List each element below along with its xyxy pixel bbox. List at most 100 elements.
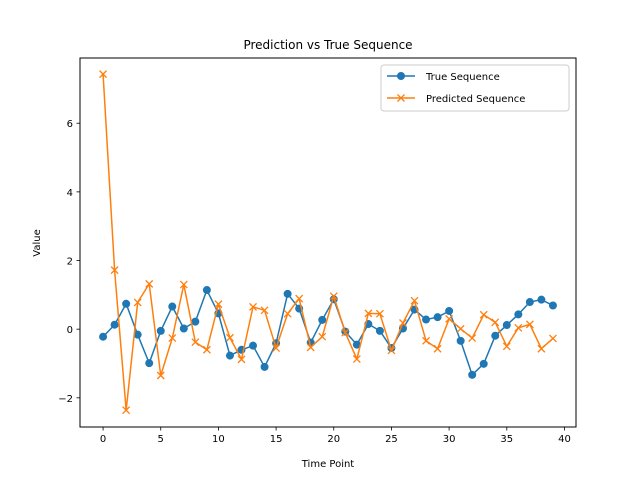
data-point [202, 286, 211, 295]
data-point [249, 341, 258, 350]
data-point [341, 328, 350, 337]
data-point [99, 70, 108, 79]
data-point [352, 355, 361, 363]
data-point [214, 300, 223, 309]
data-point [422, 315, 431, 324]
data-point [433, 344, 442, 353]
y-tick-label: 2 [67, 257, 73, 268]
data-point [283, 309, 292, 318]
y-tick-label: 4 [67, 188, 73, 199]
data-point [191, 317, 200, 326]
data-point [133, 298, 142, 307]
x-axis: 0 5 10 15 20 25 30 35 40 [100, 427, 571, 445]
data-point [260, 362, 269, 371]
data-point [306, 343, 315, 352]
data-point [514, 310, 523, 319]
series-1 [99, 70, 557, 415]
data-point [168, 302, 177, 311]
x-tick-label: 10 [212, 434, 225, 445]
axes-frame [79, 57, 577, 428]
data-point [364, 309, 373, 318]
data-point [375, 309, 384, 318]
data-point [375, 326, 384, 335]
data-point [491, 331, 500, 340]
data-point [202, 345, 211, 354]
legend-box [380, 64, 570, 112]
data-point [468, 334, 477, 343]
data-point [122, 299, 131, 308]
data-point [468, 370, 477, 379]
x-tick-label: 35 [500, 434, 513, 445]
data-point [237, 355, 246, 364]
data-point [272, 344, 281, 353]
data-point [387, 346, 396, 355]
data-point [179, 324, 188, 333]
y-axis-label: Value [32, 229, 43, 256]
y-axis: −2 0 2 4 6 [58, 119, 80, 405]
data-point [514, 323, 523, 332]
x-tick-label: 30 [443, 434, 456, 445]
plot-area [99, 70, 557, 415]
data-point [410, 296, 419, 305]
legend-marker [397, 94, 405, 102]
data-point [537, 295, 546, 304]
x-tick-label: 40 [558, 434, 571, 445]
data-point [422, 336, 431, 345]
data-point [260, 306, 269, 315]
data-point [433, 313, 442, 322]
data-point [318, 315, 327, 324]
data-point [318, 332, 327, 341]
x-tick-label: 0 [100, 434, 106, 445]
data-point [479, 359, 488, 368]
y-tick-label: 0 [67, 325, 73, 336]
data-point [99, 332, 108, 341]
data-point [225, 351, 234, 360]
y-tick-label: 6 [67, 119, 73, 130]
data-point [145, 359, 154, 368]
data-point [502, 342, 511, 351]
legend: True Sequence Predicted Sequence [380, 64, 570, 112]
series-line [102, 289, 554, 376]
data-point [156, 326, 165, 335]
x-tick-label: 5 [158, 434, 164, 445]
data-point [537, 344, 546, 353]
x-tick-label: 20 [327, 434, 340, 445]
data-point [122, 406, 131, 415]
legend-label: Predicted Sequence [426, 94, 525, 105]
data-point [156, 371, 165, 380]
data-point [295, 294, 304, 303]
x-tick-label: 25 [385, 434, 398, 445]
data-point [525, 298, 534, 307]
data-point [110, 320, 119, 329]
data-point [548, 301, 557, 310]
data-point [329, 292, 338, 301]
data-point [145, 279, 154, 288]
data-point [179, 280, 188, 289]
data-point [110, 266, 119, 275]
legend-entry: True Sequence [387, 72, 500, 83]
y-tick-label: −2 [58, 394, 73, 405]
series-line [102, 74, 554, 411]
data-point [352, 340, 361, 349]
data-point [191, 338, 200, 347]
data-point [283, 289, 292, 298]
legend-entry: Predicted Sequence [387, 94, 525, 105]
data-point [479, 310, 488, 319]
data-point [456, 336, 465, 345]
data-point [445, 314, 454, 323]
data-point [491, 318, 500, 327]
data-point [548, 334, 557, 343]
data-point [502, 321, 511, 330]
data-point [525, 320, 534, 329]
data-point [445, 306, 454, 315]
x-tick-label: 15 [270, 434, 283, 445]
data-point [249, 302, 257, 311]
legend-label: True Sequence [425, 72, 500, 83]
data-point [399, 319, 407, 327]
data-point [225, 333, 234, 342]
chart-title: Prediction vs True Sequence [243, 38, 412, 52]
data-point [168, 334, 177, 343]
data-point [133, 330, 142, 339]
data-point [456, 324, 465, 333]
